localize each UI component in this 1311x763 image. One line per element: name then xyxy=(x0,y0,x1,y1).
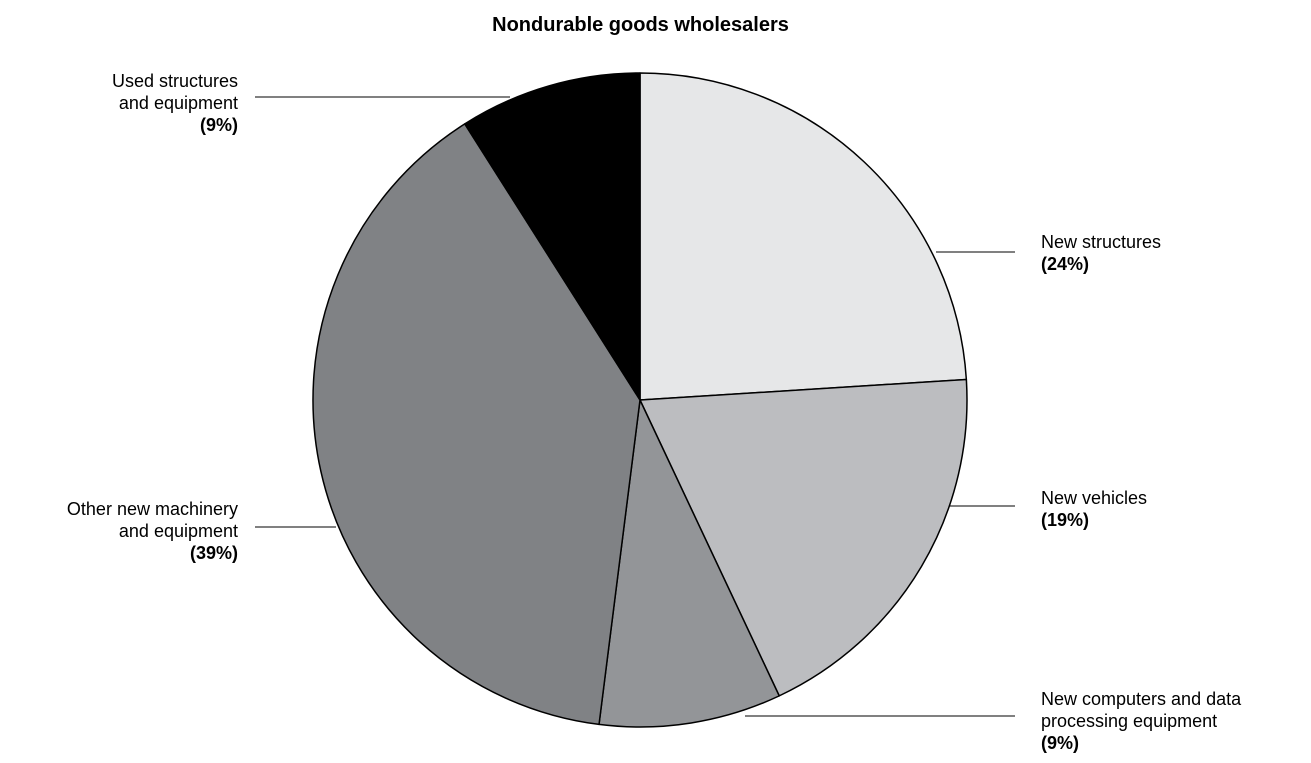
slice-percent: (9%) xyxy=(199,115,238,135)
slice-new-structures xyxy=(639,72,968,401)
slice-percent: (24%) xyxy=(1041,254,1090,274)
slice-used-structures xyxy=(464,72,641,401)
slice-name: Other new machinery and equipment xyxy=(66,499,238,541)
slice-percent: (39%) xyxy=(189,543,238,563)
slice-name: Used structures and equipment xyxy=(111,71,238,113)
slice-label-new-vehicles: New vehicles (19%) xyxy=(1041,487,1147,531)
slice-new-vehicles xyxy=(639,378,968,697)
slice-label-other-machinery: Other new machinery and equipment (39%) xyxy=(67,498,238,564)
slice-percent: (19%) xyxy=(1041,510,1090,530)
slice-percent: (9%) xyxy=(1041,733,1080,753)
slice-name: New vehicles xyxy=(1041,488,1148,508)
slice-label-used-structures: Used structures and equipment (9%) xyxy=(112,70,238,136)
slice-label-new-structures: New structures (24%) xyxy=(1041,231,1161,275)
slice-other-machinery xyxy=(312,123,641,726)
slice-name: New structures xyxy=(1041,232,1162,252)
chart-title: Nondurable goods wholesalers xyxy=(492,14,789,36)
slice-name: New computers and data processing equipm… xyxy=(1041,689,1242,731)
slice-label-new-computers: New computers and data processing equipm… xyxy=(1041,688,1241,754)
slice-new-computers xyxy=(598,399,780,728)
